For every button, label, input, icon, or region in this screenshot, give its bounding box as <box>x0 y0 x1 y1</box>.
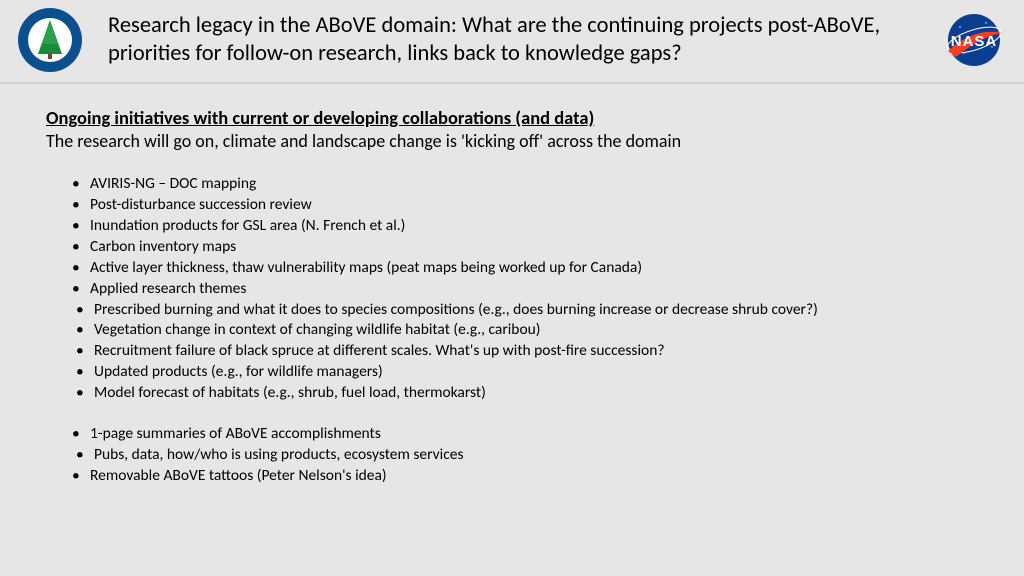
bullet-list-1: AVIRIS-NG – DOC mapping Post-disturbance… <box>46 174 978 300</box>
list-item: 1-page summaries of ABoVE accomplishment… <box>46 424 978 445</box>
list-item: AVIRIS-NG – DOC mapping <box>46 174 978 195</box>
list-item: Pubs, data, how/who is using products, e… <box>46 445 978 466</box>
sub-bullet-list-1: Prescribed burning and what it does to s… <box>46 300 978 405</box>
list-item: Inundation products for GSL area (N. Fre… <box>46 216 978 237</box>
list-item: Active layer thickness, thaw vulnerabili… <box>46 258 978 279</box>
list-item: Updated products (e.g., for wildlife man… <box>46 362 978 383</box>
section-subheading: The research will go on, climate and lan… <box>46 130 978 152</box>
list-item: Vegetation change in context of changing… <box>46 320 978 341</box>
above-logo-svg <box>22 12 78 68</box>
list-item: Applied research themes <box>46 279 978 300</box>
slide-title: Research legacy in the ABoVE domain: Wha… <box>82 12 942 68</box>
list-item: Prescribed burning and what it does to s… <box>46 300 978 321</box>
list-item: Recruitment failure of black spruce at d… <box>46 341 978 362</box>
nasa-logo-svg: NASA <box>942 13 1006 67</box>
section-heading: Ongoing initiatives with current or deve… <box>46 106 978 129</box>
svg-text:NASA: NASA <box>951 33 998 50</box>
above-logo <box>18 8 82 72</box>
list-item: Carbon inventory maps <box>46 237 978 258</box>
slide-header: Research legacy in the ABoVE domain: Wha… <box>0 0 1024 84</box>
nasa-logo: NASA <box>942 13 1006 67</box>
list-item: Model forecast of habitats (e.g., shrub,… <box>46 383 978 404</box>
slide-body: Ongoing initiatives with current or deve… <box>0 84 1024 497</box>
list-item: Removable ABoVE tattoos (Peter Nelson's … <box>46 466 978 487</box>
list-item: Post-disturbance succession review <box>46 195 978 216</box>
bullet-list-2: 1-page summaries of ABoVE accomplishment… <box>46 424 978 487</box>
